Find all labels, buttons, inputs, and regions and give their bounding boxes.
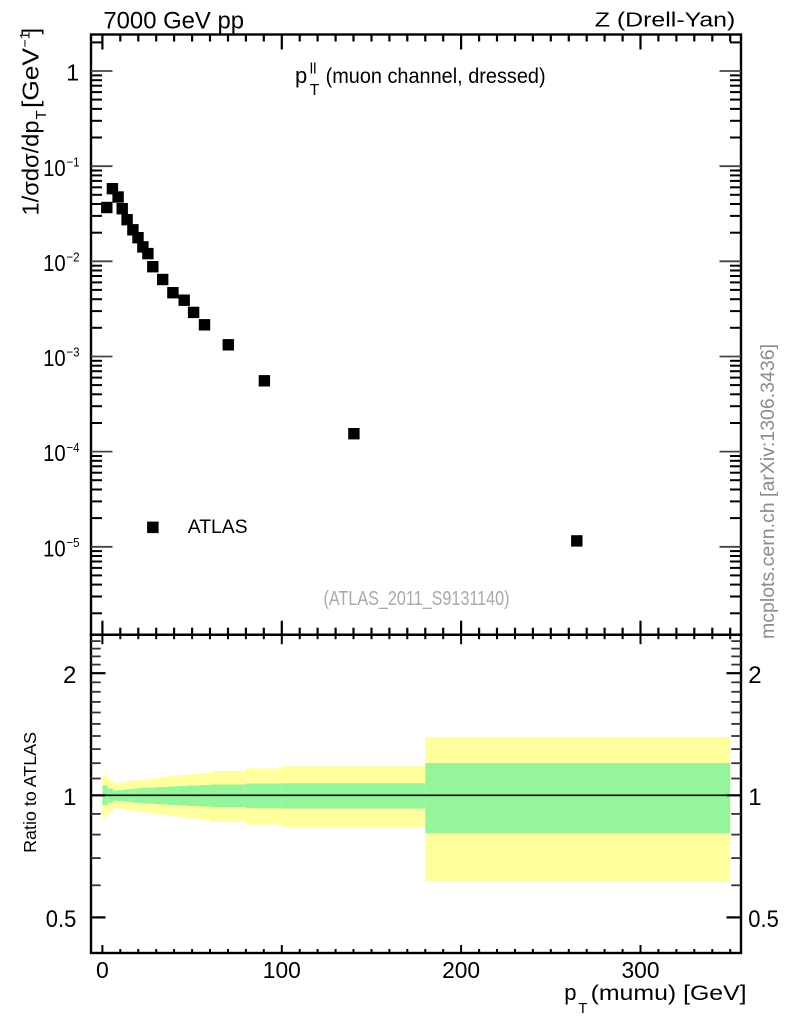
svg-text:10: 10 — [43, 155, 66, 181]
svg-text:T: T — [310, 82, 320, 99]
svg-text:ll: ll — [310, 61, 317, 78]
svg-text:p: p — [295, 63, 307, 88]
svg-text:[GeV: [GeV — [18, 48, 44, 108]
svg-text:2: 2 — [63, 662, 76, 689]
svg-text:(ATLAS_2011_S9131140): (ATLAS_2011_S9131140) — [324, 588, 510, 610]
svg-text:−4: −4 — [66, 440, 79, 455]
svg-text:Ratio to ATLAS: Ratio to ATLAS — [20, 732, 40, 853]
svg-text:−2: −2 — [66, 250, 79, 265]
svg-text:1: 1 — [63, 784, 76, 811]
svg-text:200: 200 — [442, 957, 480, 983]
svg-text:10: 10 — [43, 440, 66, 466]
svg-text:T: T — [578, 1000, 587, 1017]
svg-text:7000 GeV pp: 7000 GeV pp — [103, 8, 244, 35]
svg-text:ATLAS: ATLAS — [188, 516, 248, 538]
svg-text:1/σdσ/dp: 1/σdσ/dp — [18, 121, 44, 216]
svg-text:(mumu) [GeV]: (mumu) [GeV] — [591, 981, 747, 1005]
svg-text:Z (Drell-Yan): Z (Drell-Yan) — [595, 9, 736, 32]
svg-text:−5: −5 — [66, 535, 79, 550]
svg-text:10: 10 — [43, 535, 66, 561]
svg-text:1: 1 — [66, 60, 79, 86]
svg-text:T: T — [33, 110, 50, 119]
svg-text:(muon channel, dressed): (muon channel, dressed) — [326, 65, 546, 88]
svg-text:2: 2 — [748, 662, 761, 689]
svg-text:10: 10 — [43, 345, 66, 371]
svg-text:p: p — [564, 980, 576, 1005]
svg-text:−1: −1 — [17, 31, 33, 47]
svg-text:300: 300 — [622, 957, 660, 983]
svg-text:−3: −3 — [66, 345, 79, 360]
svg-text:mcplots.cern.ch [arXiv:1306.34: mcplots.cern.ch [arXiv:1306.3436] — [758, 344, 779, 639]
svg-text:0.5: 0.5 — [46, 906, 77, 933]
svg-text:0.5: 0.5 — [748, 906, 779, 933]
svg-text:1: 1 — [748, 784, 761, 811]
svg-text:−1: −1 — [66, 154, 79, 169]
svg-text:10: 10 — [43, 250, 66, 276]
svg-text:100: 100 — [263, 957, 301, 983]
svg-text:]: ] — [18, 28, 44, 35]
svg-text:0: 0 — [96, 957, 109, 983]
